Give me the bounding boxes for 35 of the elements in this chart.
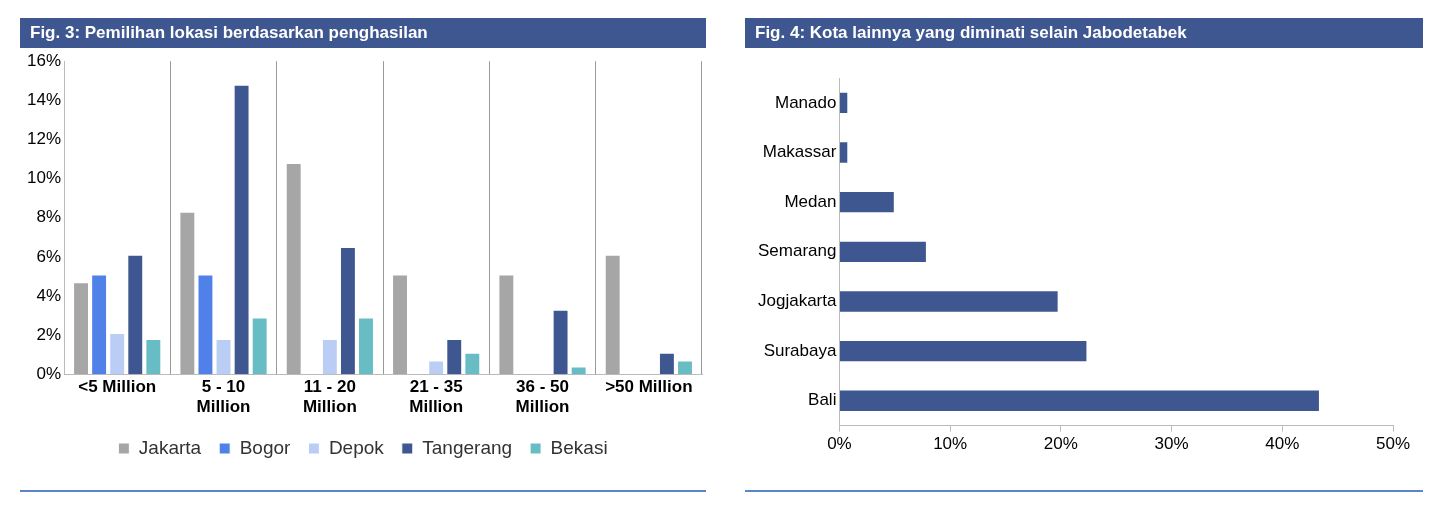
y-tick-label: Jogjakarta: [758, 291, 837, 311]
y-tick-label: 0%: [36, 363, 62, 383]
y-tick-label: Bali: [808, 390, 837, 410]
y-tick-label: 2%: [36, 324, 62, 344]
y-tick-label: 16%: [26, 50, 62, 70]
y-tick-label: 6%: [36, 246, 62, 266]
y-tick-label: Makassar: [762, 142, 837, 162]
x-tick-label: 10%: [933, 434, 968, 454]
legend-label: Depok: [328, 436, 385, 458]
x-tick-label: 30%: [1154, 434, 1189, 454]
y-tick-label: Semarang: [758, 241, 837, 261]
legend-label: Tangerang: [422, 436, 513, 458]
x-tick-label: 5 - 10 Million: [196, 377, 251, 417]
x-tick-label: <5 Million: [78, 377, 157, 397]
y-tick-label: Medan: [784, 191, 837, 211]
x-tick-label: 11 - 20 Million: [302, 377, 357, 417]
y-tick-label: Surabaya: [763, 340, 837, 360]
y-tick-label: 4%: [36, 285, 62, 305]
y-tick-label: 10%: [26, 168, 62, 188]
legend-label: Bogor: [239, 436, 292, 458]
x-tick-label: 36 - 50 Million: [515, 377, 570, 417]
chart-title: Fig. 4: Kota lainnya yang diminati selain Jabodetabek: [745, 18, 1423, 48]
y-tick-label: Manado: [775, 92, 837, 112]
x-tick-label: 40%: [1265, 434, 1300, 454]
x-tick-label: 0%: [827, 434, 852, 454]
y-tick-label: 14%: [26, 90, 62, 110]
x-tick-label: 50%: [1375, 434, 1411, 454]
x-tick-label: 20%: [1043, 434, 1078, 454]
x-tick-label: >50 Million: [605, 377, 693, 397]
legend-label: Bekasi: [550, 436, 608, 458]
y-tick-label: 12%: [26, 129, 62, 149]
legend-label: Jakarta: [138, 436, 202, 458]
x-tick-label: 21 - 35 Million: [409, 377, 464, 417]
y-tick-label: 8%: [36, 207, 62, 227]
chart-title: Fig. 3: Pemilihan lokasi berdasarkan penghasilan: [20, 18, 706, 48]
